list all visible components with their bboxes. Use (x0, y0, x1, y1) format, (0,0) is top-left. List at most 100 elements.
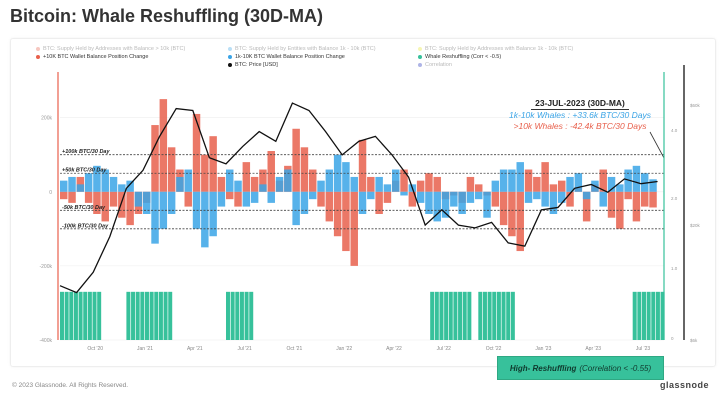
reshuffling-bar (646, 291, 651, 340)
x-tick-label: Oct '21 (287, 346, 303, 352)
whale-10k-bar (93, 191, 101, 214)
corr-tick-label: 4.0 (671, 128, 678, 133)
whale-1k-10k-bar (541, 191, 549, 207)
whale-10k-bar (234, 191, 242, 207)
legend-item[interactable]: +10K BTC Wallet Balance Position Change (36, 53, 228, 61)
legend: BTC: Supply Held by Addresses with Balan… (36, 45, 656, 71)
annotation-pointer (649, 131, 665, 159)
whale-10k-bar (118, 191, 126, 218)
whale-10k-bar (599, 169, 607, 192)
reshuffling-bar (239, 291, 244, 340)
reshuffling-bar (655, 291, 660, 340)
whale-1k-10k-bar (309, 191, 317, 200)
reshuffling-bar (131, 291, 136, 340)
reshuffling-bar (448, 291, 453, 340)
whale-1k-10k-bar (60, 180, 68, 192)
whale-1k-10k-bar (317, 180, 325, 192)
whale-1k-10k-bar (209, 191, 217, 237)
reshuffling-bar (510, 291, 515, 340)
legend-item[interactable]: BTC: Supply Held by Addresses with Balan… (418, 45, 618, 53)
whale-1k-10k-bar (582, 191, 591, 200)
whale-10k-bar (159, 99, 168, 192)
whale-1k-10k-bar (167, 191, 176, 214)
y-tick-label: -200k (39, 264, 52, 270)
reshuffling-bar (651, 291, 656, 340)
reshuffling-bar (496, 291, 501, 340)
whale-1k-10k-bar (134, 191, 143, 207)
reshuffling-bar (249, 291, 254, 340)
whale-10k-bar (192, 113, 201, 192)
legend-label: Whale Reshuffling (Corr < -0.5) (425, 54, 502, 60)
corr-tick-label: 2.0 (671, 196, 678, 201)
legend-item[interactable]: Correlation (418, 61, 618, 69)
whale-1k-10k-bar (226, 169, 234, 192)
whale-10k-bar (549, 184, 558, 192)
whale-10k-bar (408, 191, 417, 207)
reshuffling-bar (230, 291, 235, 340)
reshuffling-bar (492, 291, 497, 340)
legend-label: BTC: Supply Held by Entities with Balanc… (235, 46, 376, 52)
whale-10k-bar (433, 176, 441, 192)
whale-1k-10k-bar (259, 184, 267, 192)
whale-1k-10k-bar (599, 191, 607, 207)
whale-1k-10k-bar (126, 180, 134, 192)
whale-10k-bar (242, 162, 251, 192)
price-tick-label: $6k (690, 338, 698, 343)
annotation-box: 23-JUL-2023 (30D-MA) 1k-10k Whales : +33… (500, 98, 660, 132)
whale-1k-10k-bar (358, 191, 367, 214)
whale-10k-bar (466, 176, 475, 192)
whale-1k-10k-bar (491, 180, 500, 192)
reshuffling-bar (97, 291, 102, 340)
reshuffling-bar (632, 291, 637, 340)
legend-item[interactable]: 1k-10K BTC Wallet Balance Position Chang… (228, 53, 418, 61)
whale-10k-bar (250, 176, 259, 192)
legend-item[interactable]: BTC: Supply Held by Addresses with Balan… (36, 45, 228, 53)
whale-10k-bar (333, 191, 342, 237)
reshuffling-bar (660, 291, 665, 340)
whale-1k-10k-bar (284, 169, 292, 192)
whale-10k-bar (259, 169, 267, 192)
whale-1k-10k-bar (433, 191, 441, 222)
legend-label: BTC: Price [USD] (235, 62, 278, 68)
reshuffling-bar (434, 291, 439, 340)
legend-item[interactable]: Whale Reshuffling (Corr < -0.5) (418, 53, 618, 61)
legend-item[interactable]: BTC: Price [USD] (228, 61, 418, 69)
whale-10k-bar (632, 191, 641, 222)
whale-10k-bar (541, 162, 549, 192)
whale-1k-10k-bar (143, 191, 151, 214)
whale-10k-bar (226, 191, 234, 200)
whale-10k-bar (217, 176, 226, 192)
reshuffling-bar (126, 291, 131, 340)
legend-dot-icon (36, 54, 40, 59)
whale-10k-bar (151, 125, 159, 192)
whale-1k-10k-bar (217, 191, 226, 207)
whale-10k-bar (325, 191, 334, 222)
reshuffling-bar (444, 291, 449, 340)
reshuffling-bar (235, 291, 240, 340)
whale-1k-10k-bar (441, 191, 450, 218)
x-tick-label: Oct '22 (486, 346, 502, 352)
whale-10k-bar (475, 184, 483, 192)
whale-1k-10k-bar (325, 169, 334, 192)
x-tick-label: Oct '20 (87, 346, 103, 352)
price-line (59, 102, 658, 294)
reshuffling-bar (501, 291, 506, 340)
threshold-label: -50k BTC/30 Day (62, 205, 106, 211)
reshuffling-bar (92, 291, 97, 340)
whale-10k-bar (184, 191, 192, 207)
whale-1k-10k-bar (76, 184, 85, 192)
reshuffling-bar (87, 291, 92, 340)
whale-1k-10k-bar (425, 191, 433, 214)
whale-1k-10k-bar (475, 191, 483, 200)
whale-10k-bar (649, 191, 657, 208)
legend-item[interactable]: BTC: Supply Held by Entities with Balanc… (228, 45, 418, 53)
price-tick-label: $20k (690, 223, 701, 228)
legend-label: BTC: Supply Held by Addresses with Balan… (425, 46, 574, 52)
whale-1k-10k-bar (616, 184, 624, 192)
whale-1k-10k-bar (574, 173, 583, 192)
whale-1k-10k-bar (524, 191, 533, 203)
threshold-label: +100k BTC/30 Day (62, 149, 110, 155)
annotation-line-1k-10k: 1k-10k Whales : +33.6k BTC/30 Days (509, 110, 651, 120)
legend-dot-icon (228, 62, 232, 67)
whale-10k-bar (566, 191, 574, 207)
